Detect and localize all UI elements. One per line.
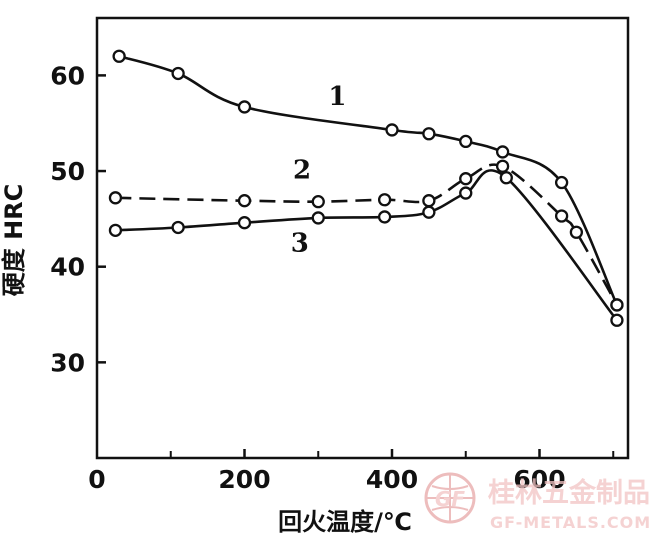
x-tick-label: 0: [88, 465, 105, 494]
watermark-logo-text: GF: [435, 487, 465, 511]
data-point: [554, 175, 569, 190]
data-point: [554, 209, 569, 223]
data-point: [422, 127, 436, 141]
series-line: [118, 55, 619, 306]
data-point: [377, 210, 392, 224]
data-point: [311, 195, 325, 209]
watermark: GF 桂林五金制品 GF-METALS.COM: [424, 472, 651, 532]
data-point: [459, 186, 473, 200]
y-axis-title: 硬度 HRC: [0, 184, 28, 297]
data-point: [311, 211, 325, 225]
y-tick-label: 50: [50, 157, 85, 186]
plot-frame: [95, 16, 630, 460]
data-point: [112, 49, 126, 63]
data-point: [495, 159, 510, 173]
data-point: [237, 216, 252, 230]
data-point: [422, 205, 436, 219]
data-point: [569, 225, 584, 239]
series-1: [112, 49, 624, 312]
data-point: [610, 313, 624, 327]
data-point: [459, 134, 473, 149]
data-point: [377, 193, 392, 207]
data-point: [495, 145, 510, 159]
watermark-globe-icon: [426, 474, 474, 522]
data-point: [108, 223, 123, 237]
series-line: [115, 169, 618, 322]
data-point: [108, 191, 123, 205]
series-label: 1: [328, 82, 346, 112]
series-3: [108, 169, 624, 327]
x-tick-label: 400: [366, 465, 418, 494]
series-label: 3: [291, 228, 309, 258]
data-point: [237, 100, 252, 114]
series-labels: 1 2 3: [291, 82, 347, 258]
watermark-title: 桂林五金制品: [488, 477, 650, 509]
data-point: [422, 194, 436, 208]
data-point: [499, 171, 513, 185]
x-axis-title: 回火温度/℃: [278, 508, 412, 536]
series-label: 2: [293, 156, 311, 186]
x-tick-label: 200: [218, 465, 270, 494]
y-tick-label: 40: [50, 253, 85, 282]
data-point: [237, 194, 252, 208]
data-point: [459, 172, 473, 186]
data-point: [385, 123, 399, 137]
y-tick-label: 30: [50, 348, 85, 377]
watermark-subtitle: GF-METALS.COM: [490, 513, 651, 532]
x-tick-label: 600: [513, 465, 565, 494]
series-line: [115, 163, 619, 306]
series-layer: [108, 49, 624, 327]
y-tick-label: 60: [50, 61, 85, 90]
data-point: [610, 298, 624, 312]
data-point: [171, 220, 185, 235]
data-point: [171, 66, 185, 81]
series-2: [108, 159, 624, 312]
